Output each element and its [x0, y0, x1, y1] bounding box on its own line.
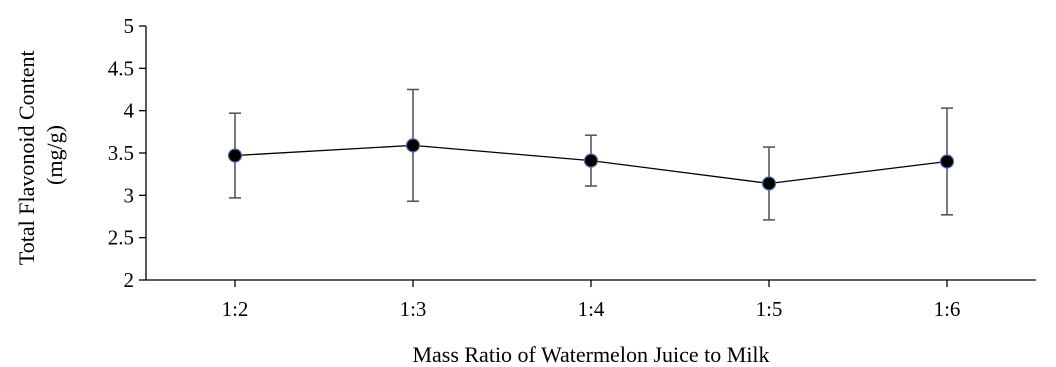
y-tick-label: 3.5	[108, 141, 134, 165]
data-point	[227, 148, 243, 163]
y-axis-title-line-1: Total Flavonoid Content	[14, 50, 39, 265]
y-axis-title: Total Flavonoid Content (mg/g)	[14, 45, 67, 265]
data-point	[583, 153, 599, 168]
y-axis-title-line-2: (mg/g)	[42, 125, 67, 185]
y-tick-label: 3	[124, 183, 135, 207]
y-tick-label: 2	[124, 268, 135, 292]
x-ticks: 1:2 1:3 1:4 1:5 1:6	[222, 280, 961, 321]
data-point	[761, 176, 777, 191]
data-point	[939, 154, 955, 169]
y-tick-label: 4	[124, 99, 135, 123]
x-tick-label: 1:6	[934, 297, 961, 321]
y-tick-label: 5	[124, 14, 135, 38]
y-ticks: 2 2.5 3 3.5 4 4.5 5	[108, 14, 146, 292]
data-point	[405, 138, 421, 153]
x-tick-label: 1:5	[756, 297, 783, 321]
y-tick-label: 2.5	[108, 226, 134, 250]
x-tick-label: 1:3	[400, 297, 427, 321]
x-axis-title: Mass Ratio of Watermelon Juice to Milk	[412, 342, 769, 367]
x-tick-label: 1:2	[222, 297, 249, 321]
x-tick-label: 1:4	[578, 297, 605, 321]
data-points	[227, 138, 955, 191]
y-tick-label: 4.5	[108, 56, 134, 80]
